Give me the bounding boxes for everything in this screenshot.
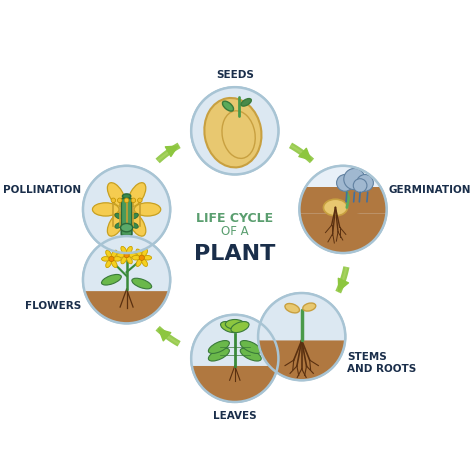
Ellipse shape [136, 249, 142, 256]
Ellipse shape [303, 303, 316, 311]
Circle shape [124, 253, 129, 258]
Ellipse shape [220, 321, 239, 333]
Circle shape [83, 236, 170, 323]
Ellipse shape [101, 274, 121, 285]
Ellipse shape [106, 250, 111, 258]
Ellipse shape [127, 246, 132, 254]
Wedge shape [300, 213, 386, 256]
Ellipse shape [142, 259, 147, 266]
Wedge shape [258, 340, 345, 383]
Ellipse shape [106, 260, 111, 268]
Ellipse shape [285, 303, 300, 313]
Circle shape [300, 166, 387, 253]
Ellipse shape [128, 182, 146, 207]
Text: FLOWERS: FLOWERS [25, 301, 81, 311]
Ellipse shape [240, 348, 261, 361]
FancyBboxPatch shape [300, 187, 387, 213]
Ellipse shape [101, 256, 110, 261]
Circle shape [83, 236, 170, 323]
Ellipse shape [136, 259, 142, 266]
Circle shape [83, 166, 170, 253]
FancyBboxPatch shape [121, 199, 132, 236]
Text: PLANT: PLANT [194, 244, 275, 264]
Text: LIFE CYCLE: LIFE CYCLE [196, 211, 273, 225]
Circle shape [337, 174, 353, 191]
Ellipse shape [222, 101, 234, 111]
Ellipse shape [127, 256, 132, 264]
Ellipse shape [134, 203, 161, 216]
Circle shape [191, 315, 278, 402]
Wedge shape [83, 291, 170, 334]
Circle shape [353, 179, 367, 192]
Ellipse shape [121, 256, 127, 264]
Circle shape [118, 198, 122, 202]
Circle shape [258, 293, 346, 380]
Ellipse shape [124, 227, 129, 234]
Wedge shape [301, 210, 385, 253]
Ellipse shape [132, 255, 140, 260]
Ellipse shape [132, 278, 152, 289]
Text: STEMS
AND ROOTS: STEMS AND ROOTS [347, 352, 417, 374]
Ellipse shape [113, 256, 121, 261]
Text: OF A: OF A [221, 225, 249, 238]
Ellipse shape [111, 250, 117, 258]
Ellipse shape [111, 260, 117, 268]
Circle shape [109, 256, 114, 262]
Circle shape [137, 198, 142, 202]
Circle shape [131, 198, 136, 202]
Ellipse shape [142, 249, 147, 256]
Ellipse shape [92, 203, 119, 216]
Ellipse shape [323, 199, 347, 216]
Circle shape [258, 293, 346, 380]
Ellipse shape [131, 213, 138, 219]
Circle shape [191, 87, 278, 174]
Ellipse shape [240, 340, 261, 354]
Ellipse shape [128, 212, 146, 236]
Ellipse shape [231, 321, 249, 333]
Ellipse shape [120, 223, 133, 232]
Ellipse shape [121, 246, 127, 254]
Text: GERMINATION: GERMINATION [389, 185, 471, 195]
Ellipse shape [124, 208, 129, 215]
Circle shape [111, 198, 116, 202]
Circle shape [139, 255, 145, 260]
Wedge shape [191, 366, 278, 409]
Ellipse shape [108, 212, 125, 236]
Text: SEEDS: SEEDS [216, 70, 254, 80]
Ellipse shape [143, 255, 152, 260]
Ellipse shape [117, 253, 125, 257]
Ellipse shape [128, 253, 137, 257]
Circle shape [124, 198, 129, 202]
Circle shape [357, 174, 374, 191]
Circle shape [191, 87, 278, 174]
Circle shape [191, 315, 278, 402]
Ellipse shape [209, 348, 229, 361]
Circle shape [300, 166, 387, 253]
Ellipse shape [108, 182, 125, 207]
Ellipse shape [115, 223, 122, 228]
Ellipse shape [241, 99, 251, 106]
Ellipse shape [225, 319, 244, 329]
Ellipse shape [131, 223, 138, 228]
Text: POLLINATION: POLLINATION [3, 185, 81, 195]
Text: LEAVES: LEAVES [213, 411, 256, 421]
Ellipse shape [122, 194, 131, 199]
Ellipse shape [209, 340, 229, 354]
Ellipse shape [204, 98, 262, 167]
Circle shape [344, 168, 365, 190]
Circle shape [83, 166, 170, 253]
Ellipse shape [115, 213, 122, 219]
